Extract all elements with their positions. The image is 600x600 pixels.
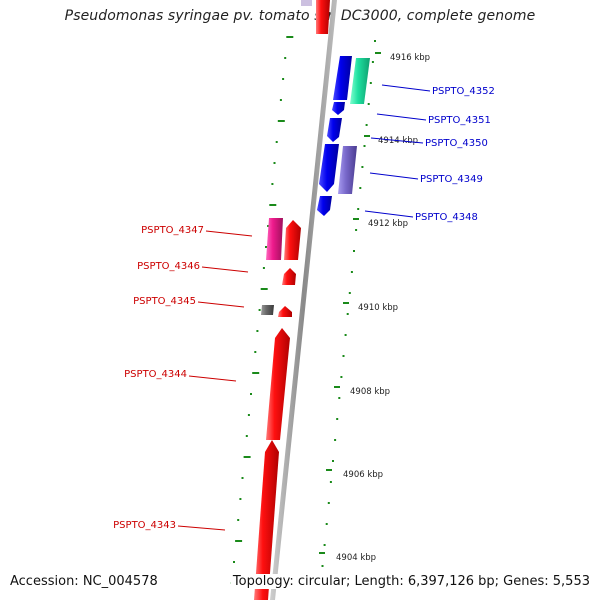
tick-dot bbox=[355, 229, 358, 231]
tick-dot bbox=[258, 309, 261, 311]
tick-dot bbox=[342, 355, 345, 357]
gene-PSPTO_4347 bbox=[284, 220, 301, 260]
tick-dot bbox=[282, 78, 285, 80]
tick-dot bbox=[363, 145, 366, 147]
top-genes[interactable] bbox=[301, 0, 330, 34]
tick-dot bbox=[243, 456, 251, 458]
tick-dot bbox=[353, 250, 355, 252]
tick-dot bbox=[334, 439, 337, 441]
tick-dot bbox=[250, 393, 252, 395]
tick-dot bbox=[247, 414, 250, 416]
tick-dot bbox=[344, 334, 347, 336]
tick-dot bbox=[267, 225, 270, 227]
tick-marks bbox=[230, 36, 376, 588]
gene-PSPTO_4344 bbox=[266, 328, 290, 440]
gene-PSPTO_4350 bbox=[327, 118, 342, 142]
tick-dot bbox=[254, 351, 257, 353]
tick-dot bbox=[245, 435, 248, 437]
tick-dot bbox=[371, 61, 374, 63]
tick-dot bbox=[279, 99, 282, 101]
forward-gene-labels[interactable]: PSPTO_4352 PSPTO_4351 PSPTO_4350 PSPTO_4… bbox=[364, 84, 495, 223]
tick-dot bbox=[284, 57, 287, 59]
genome-backbone bbox=[270, 0, 337, 600]
gene-label-reverse: PSPTO_4346 bbox=[137, 261, 200, 272]
scale-label: 4908 kbp bbox=[350, 387, 390, 397]
cds-slate bbox=[338, 146, 357, 194]
gene-label-reverse: PSPTO_4344 bbox=[124, 369, 187, 380]
cds-magenta bbox=[266, 218, 283, 260]
reverse-genes[interactable] bbox=[254, 218, 301, 600]
tick-dot bbox=[286, 36, 294, 38]
scale-label: 4916 kbp bbox=[390, 53, 430, 63]
tick-dot bbox=[348, 292, 351, 294]
gene-label-forward: PSPTO_4351 bbox=[428, 115, 491, 126]
tick-dot bbox=[350, 271, 353, 273]
tick-dot bbox=[237, 519, 240, 521]
tick-dot bbox=[369, 82, 372, 84]
gene-PSPTO_4348 bbox=[317, 196, 332, 216]
scale-label: 4912 kbp bbox=[368, 219, 408, 229]
gene-label-forward: PSPTO_4349 bbox=[420, 174, 483, 185]
tick-dot bbox=[241, 477, 244, 479]
gene-fragment bbox=[316, 0, 330, 34]
gene-PSPTO_4352 bbox=[333, 56, 352, 100]
gene-PSPTO_4343 bbox=[254, 440, 279, 600]
tick-dot bbox=[256, 330, 259, 332]
tick-dot bbox=[269, 204, 277, 206]
tick-dot bbox=[260, 288, 268, 290]
gene-label-reverse: PSPTO_4345 bbox=[133, 296, 196, 307]
tick-dot bbox=[338, 397, 341, 399]
tick-dot bbox=[346, 313, 349, 315]
cds-gray bbox=[261, 305, 274, 315]
scale-label: 4904 kbp bbox=[336, 553, 376, 563]
gene-PSPTO_4346 bbox=[282, 268, 296, 285]
tick-dot bbox=[235, 540, 243, 542]
gene-PSPTO_4349 bbox=[319, 144, 339, 192]
tick-dot bbox=[239, 498, 242, 500]
tick-dot bbox=[327, 502, 330, 504]
forward-genes[interactable] bbox=[317, 56, 370, 216]
gene-label-forward: PSPTO_4352 bbox=[432, 86, 495, 97]
tick-dot bbox=[321, 565, 324, 567]
genome-summary-text: Topology: circular; Length: 6,397,126 bp… bbox=[230, 574, 590, 589]
cds-teal bbox=[350, 58, 370, 104]
reverse-gene-labels[interactable]: PSPTO_4347 PSPTO_4346 PSPTO_4345 PSPTO_4… bbox=[113, 225, 253, 531]
tick-dot bbox=[275, 141, 278, 143]
gene-PSPTO_4351 bbox=[332, 102, 345, 115]
accession-text: Accession: NC_004578 bbox=[10, 574, 158, 589]
tick-dot bbox=[365, 124, 368, 126]
map-title: Pseudomonas syringae pv. tomato str. DC3… bbox=[64, 8, 536, 24]
tick-dot bbox=[336, 418, 339, 420]
tick-dot bbox=[357, 208, 360, 210]
scale-label: 4906 kbp bbox=[343, 470, 383, 480]
scale-label: 4910 kbp bbox=[358, 303, 398, 313]
gene-label-reverse: PSPTO_4347 bbox=[141, 225, 204, 236]
tick-dot bbox=[262, 267, 265, 269]
tick-dot bbox=[252, 372, 260, 374]
gene-label-forward: PSPTO_4350 bbox=[425, 138, 488, 149]
tick-dot bbox=[273, 162, 276, 164]
gene-label-reverse: PSPTO_4343 bbox=[113, 520, 176, 531]
tick-dot bbox=[367, 103, 370, 105]
tick-dot bbox=[233, 561, 235, 563]
tick-dot bbox=[323, 544, 326, 546]
tick-dot bbox=[361, 166, 364, 168]
tick-dot bbox=[332, 460, 334, 462]
tick-dot bbox=[277, 120, 285, 122]
gene-fragment bbox=[301, 0, 312, 6]
gene-label-forward: PSPTO_4348 bbox=[415, 212, 478, 223]
tick-dot bbox=[359, 187, 362, 189]
tick-dot bbox=[374, 40, 376, 42]
tick-dot bbox=[265, 246, 267, 248]
tick-dot bbox=[340, 376, 343, 378]
tick-dot bbox=[271, 183, 274, 185]
tick-dot bbox=[325, 523, 328, 525]
tick-dot bbox=[329, 481, 332, 483]
gene-PSPTO_4345 bbox=[278, 306, 292, 317]
